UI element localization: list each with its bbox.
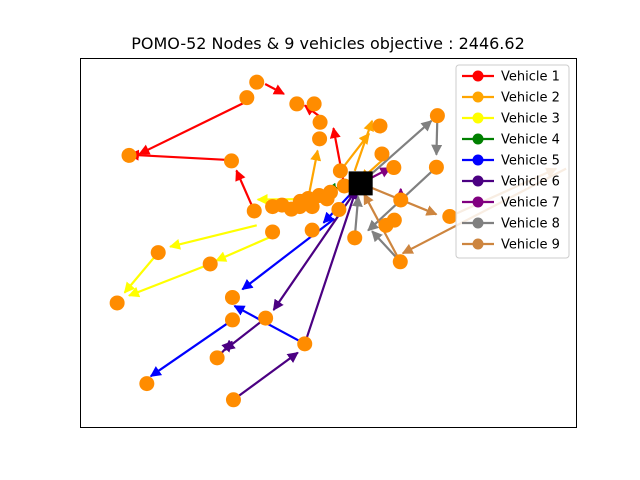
legend-label: Vehicle 6 xyxy=(501,175,560,190)
customer-node xyxy=(347,230,363,246)
route-arrow xyxy=(169,224,257,250)
route-arrow xyxy=(123,251,160,294)
customer-node xyxy=(392,254,408,270)
customer-node xyxy=(202,256,218,272)
legend-label: Vehicle 4 xyxy=(501,133,560,148)
customer-node xyxy=(292,199,308,215)
legend-marker xyxy=(472,238,484,250)
customer-node xyxy=(304,199,320,215)
customer-node xyxy=(223,153,239,169)
customer-node xyxy=(150,245,166,261)
customer-node xyxy=(442,209,458,225)
legend: Vehicle 1 Vehicle 2 Vehicle 3 Vehicle 4 Vehi… xyxy=(455,64,570,259)
plot-frame xyxy=(80,58,577,428)
customer-node xyxy=(336,178,352,194)
legend-label: Vehicle 5 xyxy=(501,154,560,169)
customer-node xyxy=(209,350,225,366)
legend-marker xyxy=(472,217,484,229)
route-arrow xyxy=(264,83,285,95)
customer-node xyxy=(109,295,125,311)
customer-node xyxy=(121,147,137,163)
legend-marker xyxy=(472,196,484,208)
route-arrow xyxy=(138,102,244,155)
legend-label: Vehicle 2 xyxy=(501,91,560,106)
customer-node xyxy=(374,146,390,162)
customer-node xyxy=(428,159,444,175)
customer-node xyxy=(332,163,348,179)
customer-node xyxy=(225,392,241,408)
customer-node xyxy=(331,202,347,218)
chart-title: POMO-52 Nodes & 9 vehicles objective : 2… xyxy=(131,34,525,53)
customer-node xyxy=(224,312,240,328)
route-arrow xyxy=(232,351,299,401)
customer-node xyxy=(297,336,313,352)
route-arrow xyxy=(127,149,233,162)
legend-marker xyxy=(472,70,484,82)
legend-box xyxy=(455,64,570,259)
route-arrow xyxy=(307,149,322,199)
legend-label: Vehicle 9 xyxy=(501,238,560,253)
customer-node xyxy=(239,90,255,106)
customer-node xyxy=(312,131,328,147)
customer-node xyxy=(306,96,322,112)
customer-node xyxy=(304,222,320,238)
customer-node xyxy=(386,160,402,176)
customer-node xyxy=(372,118,388,134)
legend-marker xyxy=(472,112,484,124)
route-arrow xyxy=(353,119,375,172)
customer-node xyxy=(258,310,274,326)
customer-node xyxy=(224,289,240,305)
route-arrow xyxy=(127,262,211,298)
depot-marker xyxy=(348,171,373,196)
route-arrow xyxy=(303,188,359,345)
route-arrow xyxy=(233,304,306,345)
legend-label: Vehicle 7 xyxy=(501,196,560,211)
route-arrow xyxy=(241,217,336,291)
customer-node xyxy=(289,96,305,112)
legend-label: Vehicle 8 xyxy=(501,217,560,232)
customer-node xyxy=(265,224,281,240)
customer-node xyxy=(246,203,262,219)
customer-node xyxy=(139,376,155,392)
nodes-layer xyxy=(109,74,458,408)
legend-marker xyxy=(472,154,484,166)
route-arrow xyxy=(215,235,274,262)
customer-node xyxy=(378,217,394,233)
route-arrow xyxy=(223,317,267,351)
customer-node xyxy=(429,108,445,124)
legend-marker xyxy=(472,91,484,103)
legend-marker xyxy=(472,133,484,145)
customer-node xyxy=(312,114,328,130)
legend-label: Vehicle 1 xyxy=(501,70,560,85)
customer-node xyxy=(249,74,265,90)
route-arrow xyxy=(149,319,234,378)
legend-marker xyxy=(472,175,484,187)
customer-node xyxy=(393,192,409,208)
legend-label: Vehicle 3 xyxy=(501,112,560,127)
route-arrow xyxy=(272,182,362,311)
customer-node xyxy=(319,191,335,207)
